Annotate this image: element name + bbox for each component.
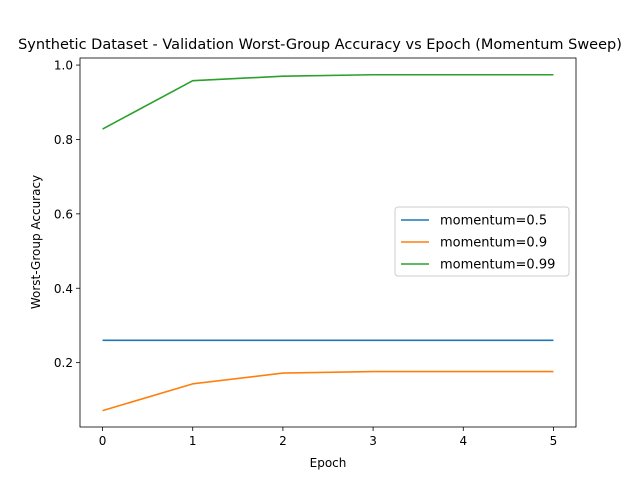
legend-label-2: momentum=0.99 xyxy=(440,258,555,273)
x-tick-label: 4 xyxy=(459,434,467,448)
series-line-2 xyxy=(102,73,554,130)
x-axis-ticks: 0 1 2 3 4 5 xyxy=(99,427,558,448)
legend-frame xyxy=(394,206,570,277)
y-tick-label: 0.8 xyxy=(54,133,73,147)
x-tick-label: 2 xyxy=(279,434,287,448)
x-tick-label: 3 xyxy=(369,434,377,448)
x-tick-label: 1 xyxy=(189,434,197,448)
y-tick-label: 0.4 xyxy=(54,282,73,296)
x-tick-label: 0 xyxy=(99,434,107,448)
plot-frame xyxy=(79,57,577,428)
y-tick-label: 1.0 xyxy=(54,59,73,73)
chart-title: Synthetic Dataset - Validation Worst-Gro… xyxy=(18,37,622,53)
legend-label-0: momentum=0.5 xyxy=(440,214,547,229)
y-axis-ticks: 0.2 0.4 0.6 0.8 1.0 xyxy=(54,59,80,370)
y-tick-label: 0.6 xyxy=(54,207,73,221)
series-layer xyxy=(102,73,554,412)
x-tick-label: 5 xyxy=(550,434,558,448)
legend-label-1: momentum=0.9 xyxy=(440,236,547,251)
y-axis-label: Worst-Group Accuracy xyxy=(29,175,43,309)
y-tick-label: 0.2 xyxy=(54,356,73,370)
legend: momentum=0.5 momentum=0.9 momentum=0.99 xyxy=(394,206,570,277)
series-line-1 xyxy=(102,370,554,412)
x-axis-label: Epoch xyxy=(310,456,347,470)
